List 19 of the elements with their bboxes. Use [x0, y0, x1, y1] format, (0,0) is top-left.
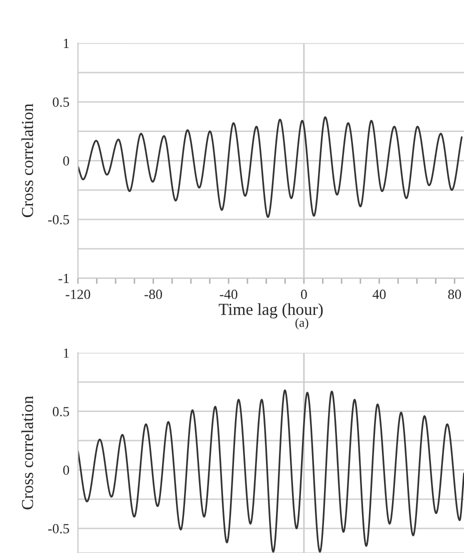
- x-tick-label: -120: [66, 290, 90, 300]
- y-axis-title: Cross correlation: [21, 104, 34, 218]
- y-axis-title: Cross correlation: [21, 396, 34, 510]
- y-tick-label: 1: [64, 348, 69, 358]
- y-tick-label: -0.5: [48, 214, 70, 224]
- y-tick-label: -1: [58, 274, 69, 283]
- y-tick-label: 0.5: [52, 97, 70, 107]
- x-tick-label: -80: [144, 290, 162, 300]
- x-axis-title: Time lag (hour): [218, 303, 323, 318]
- y-tick-label: 0: [63, 465, 70, 475]
- x-tick-label: 80: [448, 290, 461, 300]
- y-tick-label: 0.5: [52, 406, 70, 416]
- x-tick-label: 40: [372, 290, 386, 300]
- y-tick-label: 1: [64, 38, 69, 48]
- y-tick-label: 0: [63, 156, 70, 166]
- text: (a): [295, 318, 308, 330]
- x-tick-label: 0: [300, 290, 307, 300]
- y-tick-label: -0.5: [48, 524, 70, 534]
- x-tick-label: -40: [220, 290, 238, 300]
